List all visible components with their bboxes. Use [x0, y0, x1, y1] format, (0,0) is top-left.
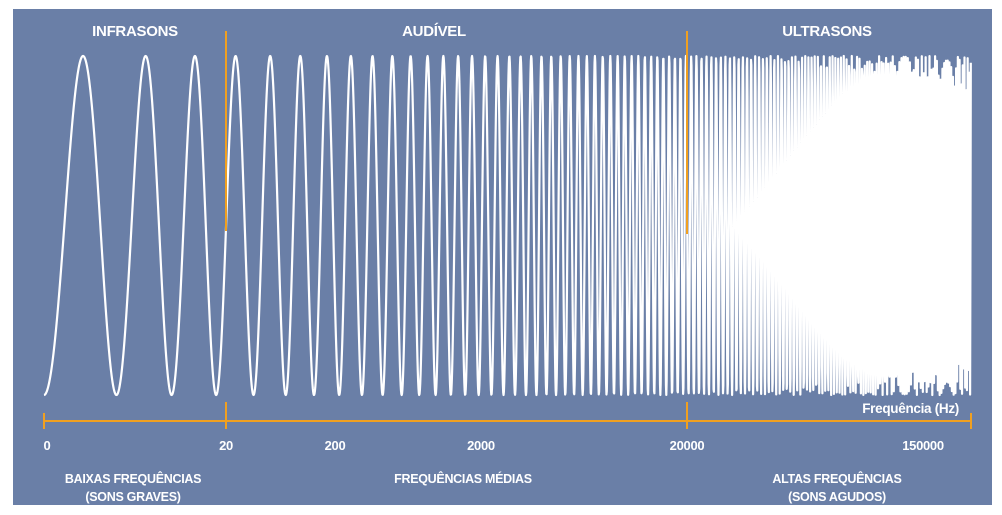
frequency-spectrum-diagram: INFRASONS AUDÍVEL ULTRASONS Frequência (…	[43, 23, 972, 504]
band-mid: FREQUÊNCIAS MÉDIAS	[394, 471, 532, 486]
tick-label-2000: 2000	[467, 438, 495, 453]
sound-wave	[43, 54, 972, 397]
band-high-line1: ALTAS FREQUÊNCIAS	[772, 471, 901, 486]
region-label-audible: AUDÍVEL	[402, 23, 466, 40]
tick-label-20: 20	[219, 438, 233, 453]
band-low-line1: BAIXAS FREQUÊNCIAS	[65, 471, 201, 486]
region-label-ultrasons: ULTRASONS	[782, 23, 872, 40]
band-low-line2: (SONS GRAVES)	[85, 490, 180, 504]
tick-label-20000: 20000	[670, 438, 705, 453]
tick-label-150000: 150000	[902, 438, 944, 453]
band-high-line2: (SONS AGUDOS)	[788, 490, 886, 504]
tick-label-0: 0	[44, 438, 51, 453]
region-label-infrasons: INFRASONS	[92, 23, 178, 40]
diagram-panel: INFRASONS AUDÍVEL ULTRASONS Frequência (…	[13, 9, 992, 505]
tick-label-200: 200	[325, 438, 346, 453]
axis-title: Frequência (Hz)	[862, 401, 959, 416]
